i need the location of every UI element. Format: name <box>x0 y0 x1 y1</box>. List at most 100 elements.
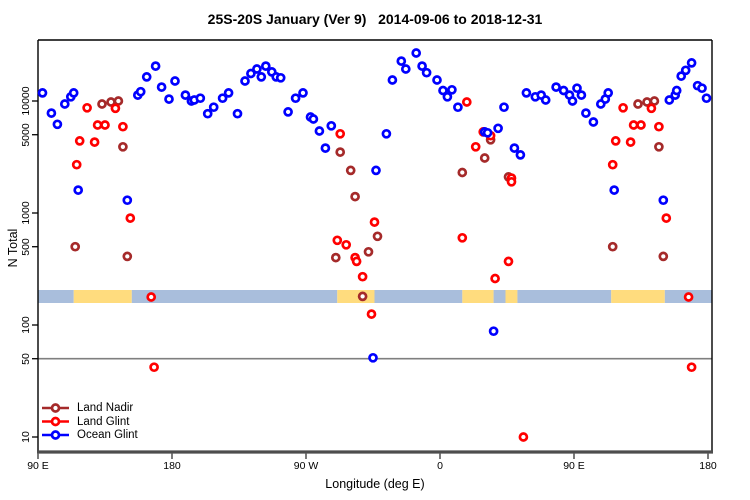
data-point-ocean-glint <box>588 117 599 127</box>
legend-marker-land-nadir <box>50 403 61 413</box>
data-point-ocean-glint <box>576 90 587 100</box>
data-point-land-glint <box>366 309 377 319</box>
data-point-ocean-glint <box>217 93 228 104</box>
data-point-land-glint <box>457 232 468 243</box>
data-point-ocean-glint <box>686 58 697 68</box>
legend-marker-land-glint <box>50 416 61 427</box>
data-point-ocean-glint <box>701 93 712 104</box>
data-point-land-glint <box>110 103 121 114</box>
data-point-ocean-glint <box>488 326 499 337</box>
data-point-land-nadir <box>122 251 133 262</box>
data-point-land-glint <box>92 120 103 130</box>
data-point-land-glint <box>335 128 346 139</box>
data-point-land-nadir <box>97 99 107 109</box>
data-point-ocean-glint <box>208 102 219 113</box>
data-point-land-nadir <box>654 141 664 152</box>
data-point-ocean-glint <box>52 119 63 130</box>
data-point-land-nadir <box>363 246 374 257</box>
legend-marker-ocean-glint <box>50 430 61 440</box>
band-segment-ocean <box>517 290 612 303</box>
data-point-ocean-glint <box>150 61 161 71</box>
data-point-ocean-glint <box>482 127 493 138</box>
data-point-ocean-glint <box>164 94 174 104</box>
data-point-land-glint <box>628 120 639 130</box>
data-point-ocean-glint <box>381 128 392 139</box>
data-point-ocean-glint <box>59 99 70 109</box>
data-point-land-nadir <box>335 147 346 157</box>
data-point-land-nadir <box>633 99 643 109</box>
data-point-ocean-glint <box>135 86 146 97</box>
data-point-land-glint <box>607 159 618 170</box>
data-point-ocean-glint <box>308 114 319 124</box>
chart-title: 25S-20S January (Ver 9) 2014-09-06 to 20… <box>207 11 543 27</box>
data-point-land-nadir <box>330 252 341 263</box>
data-point-ocean-glint <box>515 150 526 160</box>
data-point-ocean-glint <box>417 61 427 71</box>
data-point-ocean-glint <box>680 65 691 76</box>
data-point-land-glint <box>490 273 500 284</box>
data-point-ocean-glint <box>521 88 532 98</box>
data-point-ocean-glint <box>141 72 152 82</box>
data-point-ocean-glint <box>73 185 84 195</box>
data-point-ocean-glint <box>567 96 578 106</box>
y-axis-label: N Total <box>6 228 20 268</box>
data-point-ocean-glint <box>68 88 79 98</box>
data-point-ocean-glint <box>368 352 378 363</box>
data-point-ocean-glint <box>122 195 133 206</box>
band-segment-ocean <box>493 290 506 303</box>
data-point-land-glint <box>683 292 694 302</box>
data-point-land-glint <box>503 256 514 267</box>
data-point-land-nadir <box>70 241 81 252</box>
x-tick-label: 180 <box>699 460 717 472</box>
data-point-ocean-glint <box>240 76 250 86</box>
data-point-ocean-glint <box>442 91 453 102</box>
data-point-ocean-glint <box>438 85 448 96</box>
data-point-land-nadir <box>479 153 490 163</box>
data-point-ocean-glint <box>298 88 308 98</box>
data-point-land-glint <box>625 137 636 147</box>
data-point-ocean-glint <box>202 108 213 119</box>
data-point-ocean-glint <box>447 84 457 95</box>
data-point-ocean-glint <box>453 102 463 113</box>
data-point-ocean-glint <box>320 143 331 153</box>
y-tick-label: 5000 <box>20 123 32 147</box>
data-point-ocean-glint <box>371 165 381 176</box>
data-point-ocean-glint <box>658 195 669 206</box>
data-point-ocean-glint <box>411 48 422 58</box>
data-point-land-glint <box>351 256 362 267</box>
legend-label-land-nadir: Land Nadir <box>77 402 134 414</box>
y-tick-label: 10 <box>20 431 32 443</box>
data-point-land-glint <box>100 120 110 130</box>
data-point-ocean-glint <box>581 108 591 118</box>
data-point-land-glint <box>654 121 664 132</box>
data-point-land-glint <box>686 362 697 373</box>
data-point-land-nadir <box>372 231 383 242</box>
data-point-land-glint <box>518 432 529 442</box>
band-segment-land <box>505 290 518 303</box>
data-point-land-glint <box>610 136 621 146</box>
data-point-land-glint <box>618 102 628 113</box>
data-point-ocean-glint <box>326 120 337 131</box>
legend-label-ocean-glint: Ocean Glint <box>77 429 138 441</box>
data-point-ocean-glint <box>37 88 48 98</box>
data-point-ocean-glint <box>396 56 407 66</box>
data-point-ocean-glint <box>400 64 411 74</box>
data-point-land-nadir <box>357 291 368 302</box>
data-point-land-nadir <box>345 165 356 176</box>
data-point-ocean-glint <box>540 95 551 105</box>
data-point-land-nadir <box>649 96 660 106</box>
x-tick-label: 90 E <box>563 460 585 472</box>
data-point-land-glint <box>332 235 343 246</box>
data-point-ocean-glint <box>156 82 167 92</box>
data-point-land-glint <box>357 271 368 282</box>
data-point-land-nadir <box>607 241 618 252</box>
data-point-ocean-glint <box>170 76 180 86</box>
data-point-land-glint <box>146 292 157 302</box>
data-point-ocean-glint <box>697 83 707 94</box>
legend-label-land-glint: Land Glint <box>77 415 130 428</box>
x-tick-label: 180 <box>163 460 181 472</box>
data-point-land-glint <box>646 103 657 114</box>
data-point-land-glint <box>341 239 352 250</box>
